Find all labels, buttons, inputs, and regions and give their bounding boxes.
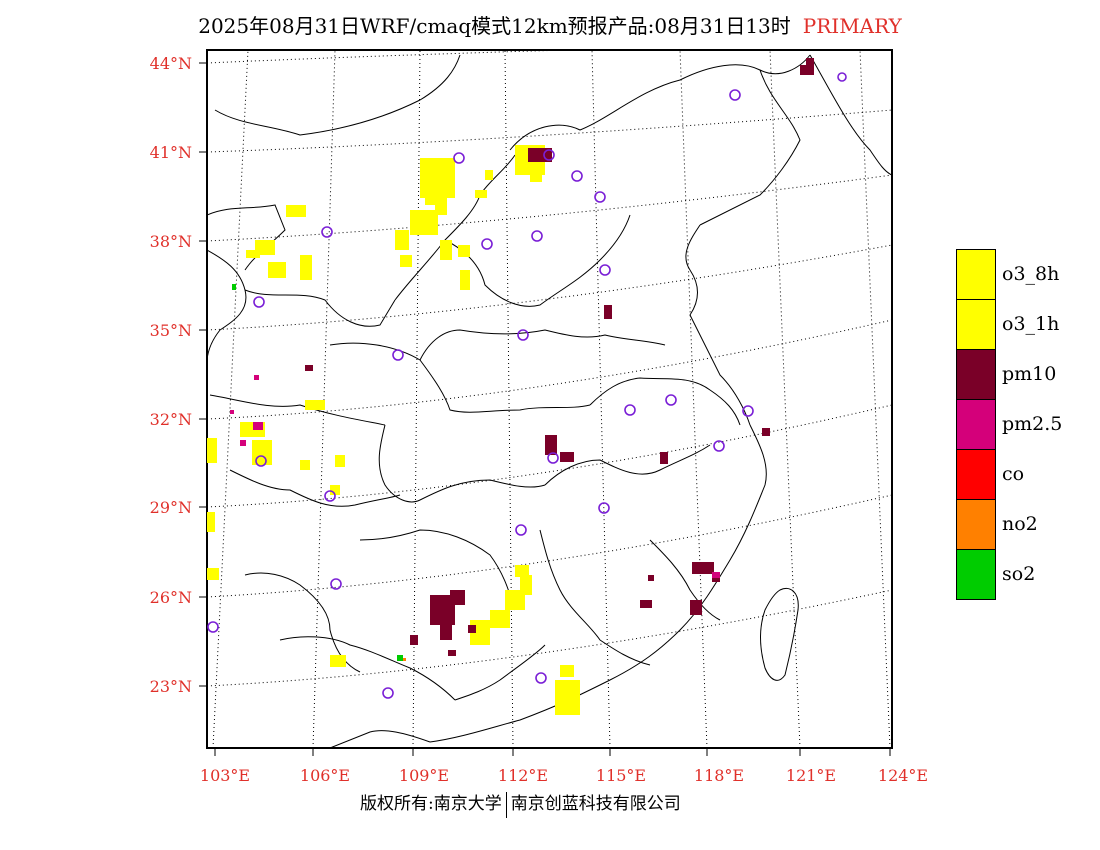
legend-item: pm10 (956, 349, 1096, 399)
axis-ticks (199, 62, 891, 756)
copyright-right: 南京创蓝科技有限公司 (510, 794, 681, 814)
legend-swatch (956, 399, 996, 449)
lat-label: 44°N (150, 54, 192, 73)
legend-swatch (956, 449, 996, 499)
legend-label: o3_1h (1002, 313, 1060, 335)
legend-item: o3_1h (956, 299, 1096, 349)
latitude-labels: 44°N 41°N 38°N 35°N 32°N 29°N 26°N 23°N (150, 54, 192, 696)
legend-label: o3_8h (1002, 263, 1060, 285)
lat-label: 29°N (150, 498, 192, 517)
copyright-left: 版权所有:南京大学 (360, 794, 502, 814)
legend-label: pm2.5 (1002, 413, 1063, 435)
boundary-lines (207, 54, 892, 748)
pollution-cells (207, 58, 814, 715)
legend-label: co (1002, 463, 1025, 485)
longitude-gridlines (212, 50, 891, 748)
primary-tag: PRIMARY (802, 14, 902, 38)
lat-label: 41°N (150, 143, 192, 162)
footer-divider (505, 791, 507, 818)
map-frame (206, 49, 893, 749)
legend-swatch (956, 499, 996, 549)
lat-label: 23°N (150, 677, 192, 696)
longitude-labels: 103°E 106°E 109°E 112°E 115°E 118°E 121°… (200, 766, 928, 785)
lat-label: 26°N (150, 588, 192, 607)
lat-label: 35°N (150, 321, 192, 340)
lon-label: 103°E (200, 766, 250, 785)
legend-label: no2 (1002, 513, 1038, 535)
lon-label: 124°E (878, 766, 928, 785)
legend-swatch (956, 349, 996, 399)
lon-label: 109°E (399, 766, 449, 785)
legend-item: o3_8h (956, 249, 1096, 299)
legend-label: so2 (1002, 563, 1036, 585)
pollutant-legend: o3_8h o3_1h pm10 pm2.5 co no2 so2 (956, 249, 1096, 600)
lon-label: 112°E (498, 766, 548, 785)
legend-item: so2 (956, 549, 1096, 600)
city-markers (207, 72, 847, 699)
legend-swatch (956, 249, 996, 299)
lat-label: 32°N (150, 410, 192, 429)
latitude-gridlines (207, 50, 892, 687)
lat-label: 38°N (150, 232, 192, 251)
legend-swatch (956, 549, 996, 600)
legend-swatch (956, 299, 996, 349)
lon-label: 106°E (300, 766, 350, 785)
copyright-footer: 版权所有:南京大学 南京创蓝科技有限公司 (360, 789, 681, 818)
legend-label: pm10 (1002, 363, 1057, 385)
lon-label: 115°E (596, 766, 646, 785)
title-text: 2025年08月31日WRF/cmaq模式12km预报产品:08月31日13时 (198, 14, 791, 38)
page-title: 2025年08月31日WRF/cmaq模式12km预报产品:08月31日13时 P… (0, 10, 1100, 39)
legend-item: no2 (956, 499, 1096, 549)
lon-label: 121°E (786, 766, 836, 785)
legend-item: pm2.5 (956, 399, 1096, 449)
legend-item: co (956, 449, 1096, 499)
lon-label: 118°E (694, 766, 744, 785)
